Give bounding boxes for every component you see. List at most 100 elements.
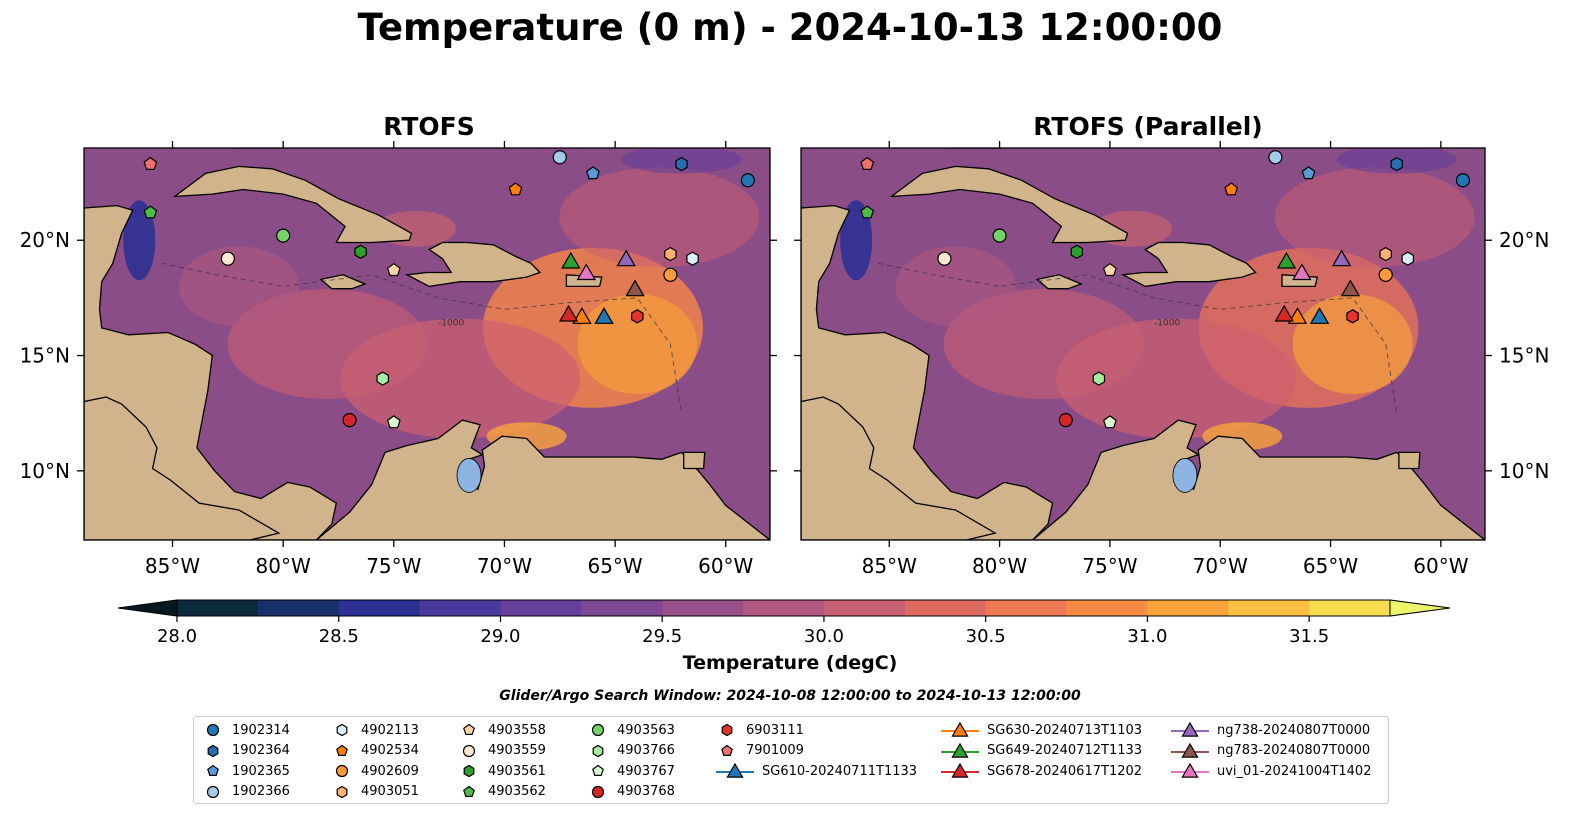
legend-symbol — [1171, 722, 1209, 737]
legend-label: 4902113 — [361, 722, 419, 738]
float-marker-4903766 — [1092, 371, 1106, 386]
colorbar-segment — [1309, 600, 1391, 616]
legend-marker — [463, 724, 475, 736]
legend-symbol — [721, 724, 733, 737]
panel-title-rtofs: RTOFS — [383, 112, 475, 141]
panel-title-rtofs-parallel: RTOFS (Parallel) — [1033, 112, 1263, 141]
float-marker-6903111 — [1346, 309, 1359, 324]
legend-entry-4903563: 4903563 — [585, 720, 675, 741]
float-marker-4903563 — [276, 228, 291, 243]
land-cuba — [172, 165, 413, 244]
legend-label: 6903111 — [746, 722, 804, 738]
legend-symbol — [463, 765, 475, 778]
float-marker-4902609 — [663, 267, 678, 282]
glider-marker-SG630-20240713T1103 — [572, 307, 592, 324]
x-tick-label: 85°W — [862, 554, 917, 578]
y-tick-label: 20°N — [20, 228, 70, 252]
colorbar-extend-min — [117, 599, 178, 617]
float-marker-4903559 — [937, 251, 952, 266]
legend-marker — [207, 765, 219, 777]
legend-label: 4903559 — [488, 743, 546, 759]
land-florida — [949, 148, 1001, 149]
land-hispaniola — [404, 241, 542, 288]
x-tick-label: 70°W — [477, 554, 532, 578]
legend-symbol — [336, 744, 348, 756]
legend-label: 4903562 — [488, 784, 546, 800]
float-marker-1902365 — [1301, 166, 1316, 180]
colorbar-tick-label: 28.0 — [157, 626, 197, 647]
legend-marker — [591, 785, 605, 798]
float-marker-4902609 — [1378, 267, 1393, 282]
colorbar-tick-label: 28.5 — [319, 626, 359, 647]
legend-entry-4903559: 4903559 — [456, 741, 546, 762]
colorbar-segment — [662, 600, 744, 616]
glider-marker-SG649-20240712T1133 — [1276, 251, 1297, 269]
float-marker-4903558 — [386, 262, 401, 277]
temperature-patch — [1292, 294, 1413, 394]
float-marker-6903111 — [631, 309, 644, 324]
legend-label: 4902609 — [361, 763, 419, 779]
colorbar-segment — [985, 600, 1068, 616]
temperature-patch — [895, 246, 1016, 327]
glider-marker-SG610-20240711T1133 — [1309, 307, 1330, 324]
float-marker-4903563 — [992, 228, 1007, 243]
legend-column: 1902314 1902364 1902365 1902366 — [200, 720, 290, 802]
float-marker-1902364 — [675, 156, 688, 172]
legend-symbol — [592, 765, 604, 777]
legend-column: SG630-20240713T1103 SG649-20240712T1133 SG… — [939, 720, 1142, 782]
colorbar-segment — [1147, 600, 1229, 616]
map-panel-rtofs-parallel: -1000 85°W 80°W 75°W 70°W 65°W 60°W 10°N 15°N 20°… — [794, 141, 1549, 578]
colorbar-tick-label: 30.5 — [966, 626, 1006, 647]
isobath-contour — [161, 262, 682, 414]
float-marker-4903051 — [664, 246, 677, 262]
glider-marker-SG678-20240617T1202 — [1274, 304, 1294, 322]
colorbar-segment — [823, 600, 906, 616]
legend-symbol — [206, 724, 220, 737]
glider-marker-ng783-20240807T0000 — [1340, 279, 1361, 297]
legend-marker — [206, 785, 220, 798]
legend-label: 7901009 — [746, 743, 804, 759]
legend-entry-4902534: 4902534 — [329, 741, 419, 762]
legend-marker — [951, 763, 969, 778]
temperature-patch — [123, 200, 156, 281]
legend-symbol — [1171, 763, 1209, 778]
y-tick-label: 10°N — [1499, 459, 1549, 483]
legend-entry-SG630-20240713T1103: SG630-20240713T1103 — [939, 720, 1142, 741]
legend-column: 6903111 7901009 SG610-20240711T1133 — [714, 720, 917, 782]
lake-maracaibo — [456, 458, 482, 493]
legend-symbol — [721, 744, 733, 756]
land-trinidad — [1398, 451, 1421, 470]
legend-entry-4903562: 4903562 — [456, 782, 546, 803]
legend-symbol — [207, 765, 219, 777]
legend-label: 4903766 — [617, 743, 675, 759]
colorbar-segment — [419, 600, 501, 616]
land-trinidad — [683, 451, 706, 470]
float-marker-1902365 — [586, 166, 600, 180]
temperature-patch — [577, 294, 698, 394]
legend-label: ng738-20240807T0000 — [1217, 722, 1371, 738]
legend-entry-1902365: 1902365 — [200, 761, 290, 782]
float-marker-4903562 — [143, 205, 158, 219]
legend-label: 4903561 — [488, 763, 546, 779]
x-tick-label: 60°W — [1413, 554, 1468, 578]
legend-label: 4903558 — [488, 722, 546, 738]
glider-marker-SG678-20240617T1202 — [558, 304, 579, 322]
glider-marker-SG649-20240712T1133 — [561, 251, 581, 269]
float-marker-4903051 — [1379, 246, 1392, 262]
land-centralamerica — [801, 204, 1054, 540]
legend-symbol — [206, 785, 220, 798]
legend-marker — [206, 724, 220, 737]
y-tick-label: 10°N — [20, 459, 70, 483]
colorbar-segment — [743, 600, 825, 616]
colorbar-tick-label: 29.0 — [480, 626, 520, 647]
legend-marker — [726, 763, 744, 778]
legend-symbol — [462, 744, 476, 757]
land-hispaniola — [1120, 241, 1257, 288]
legend-label: 4903768 — [617, 784, 675, 800]
legend-entry-ng783-20240807T0000: ng783-20240807T0000 — [1169, 741, 1371, 762]
legend-symbol — [591, 785, 605, 798]
float-marker-4903561 — [354, 244, 367, 259]
legend-column: 4903558 4903559 4903561 4903562 — [456, 720, 546, 802]
map-panels: -1000 85°W 80°W 75°W 70°W 65°W 60°W 10°N 15°N 20°… — [20, 141, 1549, 578]
legend-marker — [591, 724, 605, 737]
